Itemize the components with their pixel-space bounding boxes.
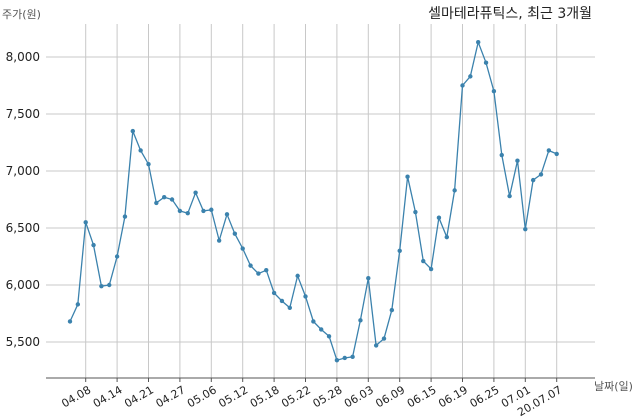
data-point: [75, 302, 81, 307]
y-tick-label: 7,000: [6, 164, 40, 178]
data-point: [216, 238, 222, 243]
price-line: [69, 39, 557, 361]
data-point: [303, 294, 308, 299]
data-point: [366, 275, 371, 281]
data-point: [91, 242, 96, 248]
data-point: [530, 177, 536, 183]
data-point: [256, 271, 261, 276]
x-tick-label: 04.27: [154, 383, 188, 410]
data-point: [350, 354, 355, 360]
x-axis-label: 날짜(일): [594, 379, 633, 393]
x-tick-label: 05.28: [311, 383, 345, 410]
data-point: [193, 190, 198, 195]
data-point: [428, 266, 434, 272]
y-tick-label: 5,500: [6, 335, 40, 349]
data-point: [311, 319, 316, 324]
data-point: [381, 336, 387, 341]
grid: [46, 24, 595, 378]
data-point: [224, 212, 230, 217]
data-point: [67, 319, 73, 324]
data-point: [264, 267, 269, 273]
axes: 5,500 6,000 6,500 7,000 7,500 8,000 04.0804.14…: [6, 50, 595, 419]
data-point: [201, 208, 206, 214]
data-point: [405, 174, 410, 179]
data-point: [436, 215, 442, 220]
x-tick-label: 04.21: [122, 383, 156, 410]
y-axis-label: 주가(원): [2, 8, 41, 21]
y-tick-label: 7,500: [6, 107, 40, 121]
data-point: [326, 334, 332, 339]
data-point: [146, 161, 151, 167]
data-point: [452, 188, 457, 193]
x-tick-label: 05.12: [216, 383, 250, 410]
data-point: [468, 74, 473, 79]
data-point: [397, 248, 402, 253]
data-point: [373, 343, 379, 348]
data-point: [491, 89, 497, 94]
data-point: [319, 327, 324, 332]
data-point: [154, 200, 159, 206]
x-tick-label: 05.18: [248, 383, 282, 410]
data-point: [162, 195, 167, 200]
data-point: [421, 258, 426, 264]
data-point: [271, 290, 277, 296]
data-point: [232, 231, 238, 236]
data-point: [483, 60, 489, 65]
x-tick-label: 04.08: [59, 383, 93, 410]
data-point: [99, 283, 104, 289]
data-point: [554, 151, 559, 157]
data-point: [515, 158, 520, 163]
data-point: [279, 298, 285, 304]
x-tick-label: 06.19: [436, 383, 470, 410]
y-tick-label: 6,000: [6, 278, 40, 292]
data-point: [169, 197, 175, 202]
data-point: [83, 220, 88, 225]
price-series: [67, 39, 559, 363]
data-point: [177, 208, 183, 214]
y-tick-label: 8,000: [6, 50, 40, 64]
data-point: [389, 307, 395, 313]
data-point: [185, 210, 190, 216]
data-point: [209, 207, 214, 212]
x-tick-label: 05.06: [185, 383, 219, 410]
data-point: [546, 148, 552, 153]
chart-title: 셀마테라퓨틱스, 최근 3개월: [428, 6, 592, 22]
data-point: [460, 83, 465, 88]
data-point: [538, 172, 544, 177]
data-point: [334, 358, 340, 363]
data-point: [130, 128, 135, 134]
data-point: [523, 226, 528, 232]
x-tick-label: 05.22: [279, 383, 313, 410]
x-tick-label: 04.14: [91, 383, 125, 410]
data-point: [295, 273, 300, 279]
data-point: [342, 355, 347, 361]
y-tick-label: 6,500: [6, 221, 40, 235]
x-tick-label: 06.25: [468, 383, 502, 410]
x-tick-label: 06.03: [342, 383, 376, 410]
data-point: [413, 209, 418, 215]
x-tick-label: 06.15: [405, 383, 439, 410]
data-point: [122, 214, 128, 219]
data-point: [138, 148, 143, 153]
data-point: [499, 152, 504, 158]
data-point: [107, 282, 112, 288]
data-point: [476, 39, 481, 45]
data-point: [114, 254, 120, 259]
data-point: [358, 318, 363, 323]
data-point: [444, 234, 449, 240]
data-point: [248, 263, 253, 268]
data-point: [287, 305, 292, 310]
data-point: [507, 193, 512, 199]
x-tick-label: 06.09: [373, 383, 407, 410]
data-point: [240, 246, 245, 251]
